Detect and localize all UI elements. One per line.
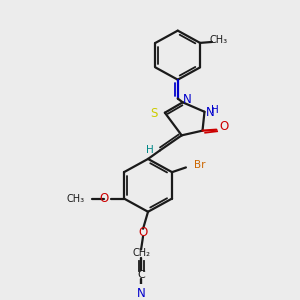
Text: O: O [220,120,229,134]
Text: O: O [138,226,148,239]
Text: S: S [151,107,158,120]
Text: C: C [137,270,145,280]
Text: CH₃: CH₃ [210,35,228,45]
Text: CH₃: CH₃ [66,194,84,204]
Text: N: N [183,93,191,106]
Text: O: O [99,192,108,205]
Text: CH₂: CH₂ [132,248,150,258]
Text: N: N [137,287,146,300]
Text: H: H [212,105,219,115]
Text: H: H [146,145,154,154]
Text: Br: Br [194,160,205,170]
Text: N: N [206,106,214,119]
